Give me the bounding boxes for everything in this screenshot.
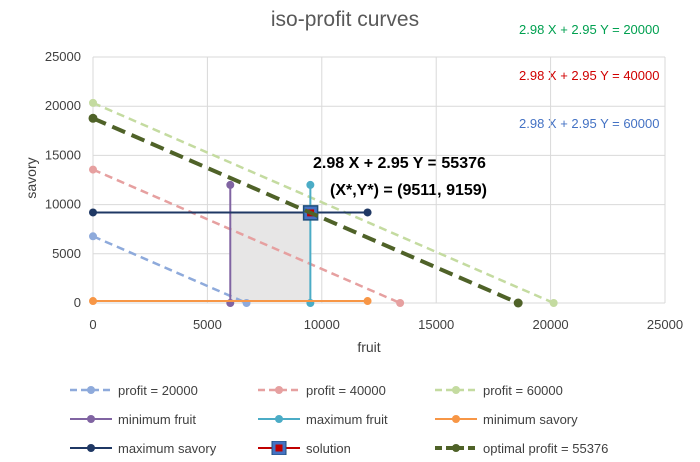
y-tick-label-4: 20000 bbox=[45, 98, 81, 113]
legend-item-solution: solution bbox=[258, 438, 351, 458]
point-profit-60000-0 bbox=[89, 98, 97, 107]
y-axis-title: savory bbox=[23, 157, 39, 198]
legend-symbol-maximum-savory bbox=[70, 444, 112, 452]
legend-label-solution: solution bbox=[306, 440, 351, 456]
y-tick-label-3: 15000 bbox=[45, 147, 81, 162]
y-tick-label-5: 25000 bbox=[45, 49, 81, 64]
point-optimal-profit-55376-0 bbox=[88, 113, 98, 123]
legend-label-profit-60000: profit = 60000 bbox=[483, 382, 563, 398]
feasible-region bbox=[230, 212, 311, 302]
point-profit-40000-1 bbox=[396, 299, 405, 307]
point-minimum-savory-1 bbox=[363, 297, 372, 306]
legend-symbol-profit-60000 bbox=[435, 386, 477, 394]
y-tick-label-2: 10000 bbox=[45, 197, 81, 212]
legend-item-minimum-fruit: minimum fruit bbox=[70, 409, 196, 429]
legend-symbol-minimum-savory bbox=[435, 415, 477, 423]
legend-label-minimum-savory: minimum savory bbox=[483, 411, 578, 427]
legend-item-profit-20000: profit = 20000 bbox=[70, 380, 198, 400]
legend-item-minimum-savory: minimum savory bbox=[435, 409, 578, 429]
series-line-profit-20000 bbox=[92, 235, 248, 305]
point-maximum-savory-1 bbox=[363, 208, 372, 217]
equation-20000: 2.98 X + 2.95 Y = 20000 bbox=[519, 22, 660, 37]
y-tick-label-1: 5000 bbox=[52, 246, 81, 261]
legend-item-maximum-fruit: maximum fruit bbox=[258, 409, 388, 429]
series-line-optimal-profit-55376 bbox=[92, 116, 519, 305]
point-minimum-fruit-1 bbox=[226, 180, 235, 189]
equation-60000: 2.98 X + 2.95 Y = 60000 bbox=[519, 116, 660, 131]
legend-label-profit-40000: profit = 40000 bbox=[306, 382, 386, 398]
y-tick-label-0: 0 bbox=[74, 295, 81, 310]
point-profit-60000-1 bbox=[549, 299, 558, 307]
legend-label-profit-20000: profit = 20000 bbox=[118, 382, 198, 398]
chart-title: iso-profit curves bbox=[270, 8, 420, 31]
point-maximum-savory-0 bbox=[89, 208, 97, 217]
legend-item-profit-60000: profit = 60000 bbox=[435, 380, 563, 400]
x-tick-label-3: 15000 bbox=[418, 317, 454, 332]
legend-label-maximum-savory: maximum savory bbox=[118, 440, 217, 456]
point-minimum-savory-0 bbox=[89, 297, 97, 306]
legend-symbol-optimal-profit-55376 bbox=[435, 444, 477, 452]
x-tick-label-0: 0 bbox=[89, 317, 96, 332]
x-tick-label-5: 25000 bbox=[647, 317, 683, 332]
legend-label-optimal-profit-55376: optimal profit = 55376 bbox=[483, 440, 609, 456]
x-tick-label-1: 5000 bbox=[193, 317, 222, 332]
legend-label-minimum-fruit: minimum fruit bbox=[118, 411, 197, 427]
chart-legend: profit = 20000 profit = 40000 profit = 600… bbox=[70, 380, 690, 460]
point-profit-40000-0 bbox=[89, 165, 97, 174]
solution-annotation: (X*,Y*) = (9511, 9159) bbox=[330, 182, 487, 199]
series-line-profit-60000 bbox=[92, 101, 555, 305]
legend-symbol-minimum-fruit bbox=[70, 415, 112, 423]
point-optimal-profit-55376-1 bbox=[513, 298, 523, 308]
equation-40000: 2.98 X + 2.95 Y = 40000 bbox=[519, 68, 660, 83]
x-tick-label-4: 20000 bbox=[533, 317, 569, 332]
optimal-equation-annotation: 2.98 X + 2.95 Y = 55376 bbox=[313, 155, 486, 172]
series-line-profit-40000 bbox=[92, 168, 401, 305]
x-axis-title: fruit bbox=[357, 339, 380, 355]
legend-symbol-profit-40000 bbox=[258, 386, 300, 394]
point-profit-20000-0 bbox=[89, 232, 97, 241]
point-maximum-fruit-1 bbox=[306, 180, 315, 189]
legend-label-maximum-fruit: maximum fruit bbox=[306, 411, 388, 427]
x-tick-label-2: 10000 bbox=[304, 317, 340, 332]
plot-area: 0 5000 10000 15000 20000 25000 0 5000 10000 15000… bbox=[23, 49, 683, 355]
legend-item-profit-40000: profit = 40000 bbox=[258, 380, 386, 400]
legend-symbol-solution bbox=[258, 441, 300, 455]
legend-symbol-profit-20000 bbox=[70, 386, 112, 394]
legend-symbol-maximum-fruit bbox=[258, 415, 300, 423]
legend-item-maximum-savory: maximum savory bbox=[70, 438, 216, 458]
legend-item-optimal-profit-55376: optimal profit = 55376 bbox=[435, 438, 608, 458]
